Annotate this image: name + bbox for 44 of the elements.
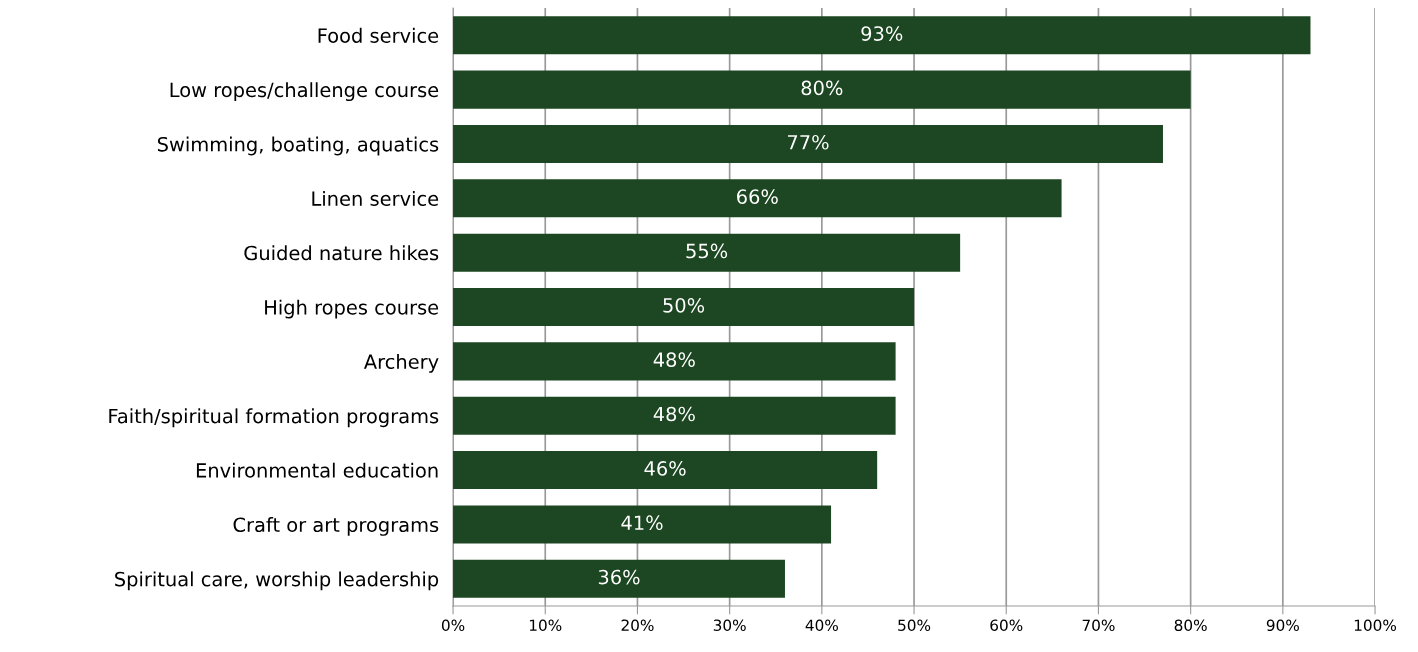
bar [453, 342, 896, 381]
data-label: 48% [653, 352, 695, 368]
data-label: 55% [686, 243, 728, 259]
bar [453, 559, 785, 598]
bar [453, 70, 1191, 109]
bar [453, 124, 1163, 163]
bar [453, 451, 878, 490]
x-tick-label: 10% [529, 619, 562, 631]
bar [453, 233, 961, 272]
x-tick-label: 60% [990, 619, 1023, 631]
y-tick-label: Swimming, boating, aquatics [157, 136, 439, 156]
bar [453, 505, 832, 544]
data-label: 77% [788, 134, 829, 150]
x-tick-label: 0% [441, 619, 465, 631]
y-tick-label: Food service [318, 27, 439, 43]
x-tick-label: 90% [1266, 619, 1299, 631]
bar [453, 179, 1062, 218]
data-label: 48% [653, 406, 695, 422]
data-label: 66% [737, 189, 778, 204]
x-tick-label: 70% [1082, 619, 1115, 631]
y-tick-label: Low ropes/challenge course [170, 82, 439, 102]
y-tick-label: Faith/spiritual formation programs [109, 408, 439, 428]
data-label: 80% [801, 80, 843, 96]
data-label: 46% [644, 461, 686, 476]
x-tick-label: 80% [1174, 619, 1207, 631]
x-tick-label: 100% [1354, 619, 1397, 631]
bar [453, 16, 1311, 55]
bar [453, 396, 896, 435]
y-tick-label: High ropes course [265, 299, 439, 319]
data-label: 93% [861, 26, 903, 41]
data-label: 50% [663, 297, 705, 313]
x-tick-label: 20% [621, 619, 654, 631]
x-tick-label: 50% [898, 619, 931, 631]
y-tick-label: Craft or art programs [233, 517, 439, 536]
y-tick-label: Environmental education [196, 462, 438, 478]
y-tick-label: Linen service [312, 190, 439, 206]
x-tick-label: 30% [713, 619, 746, 631]
x-tick-label: 40% [805, 619, 838, 631]
y-tick-label: Archery [363, 353, 439, 373]
data-label: 36% [598, 569, 640, 585]
bar [453, 288, 915, 327]
y-tick-label: Spiritual care, worship leadership [115, 571, 439, 591]
y-tick-label: Guided nature hikes [244, 245, 439, 261]
data-label: 41% [621, 515, 663, 531]
